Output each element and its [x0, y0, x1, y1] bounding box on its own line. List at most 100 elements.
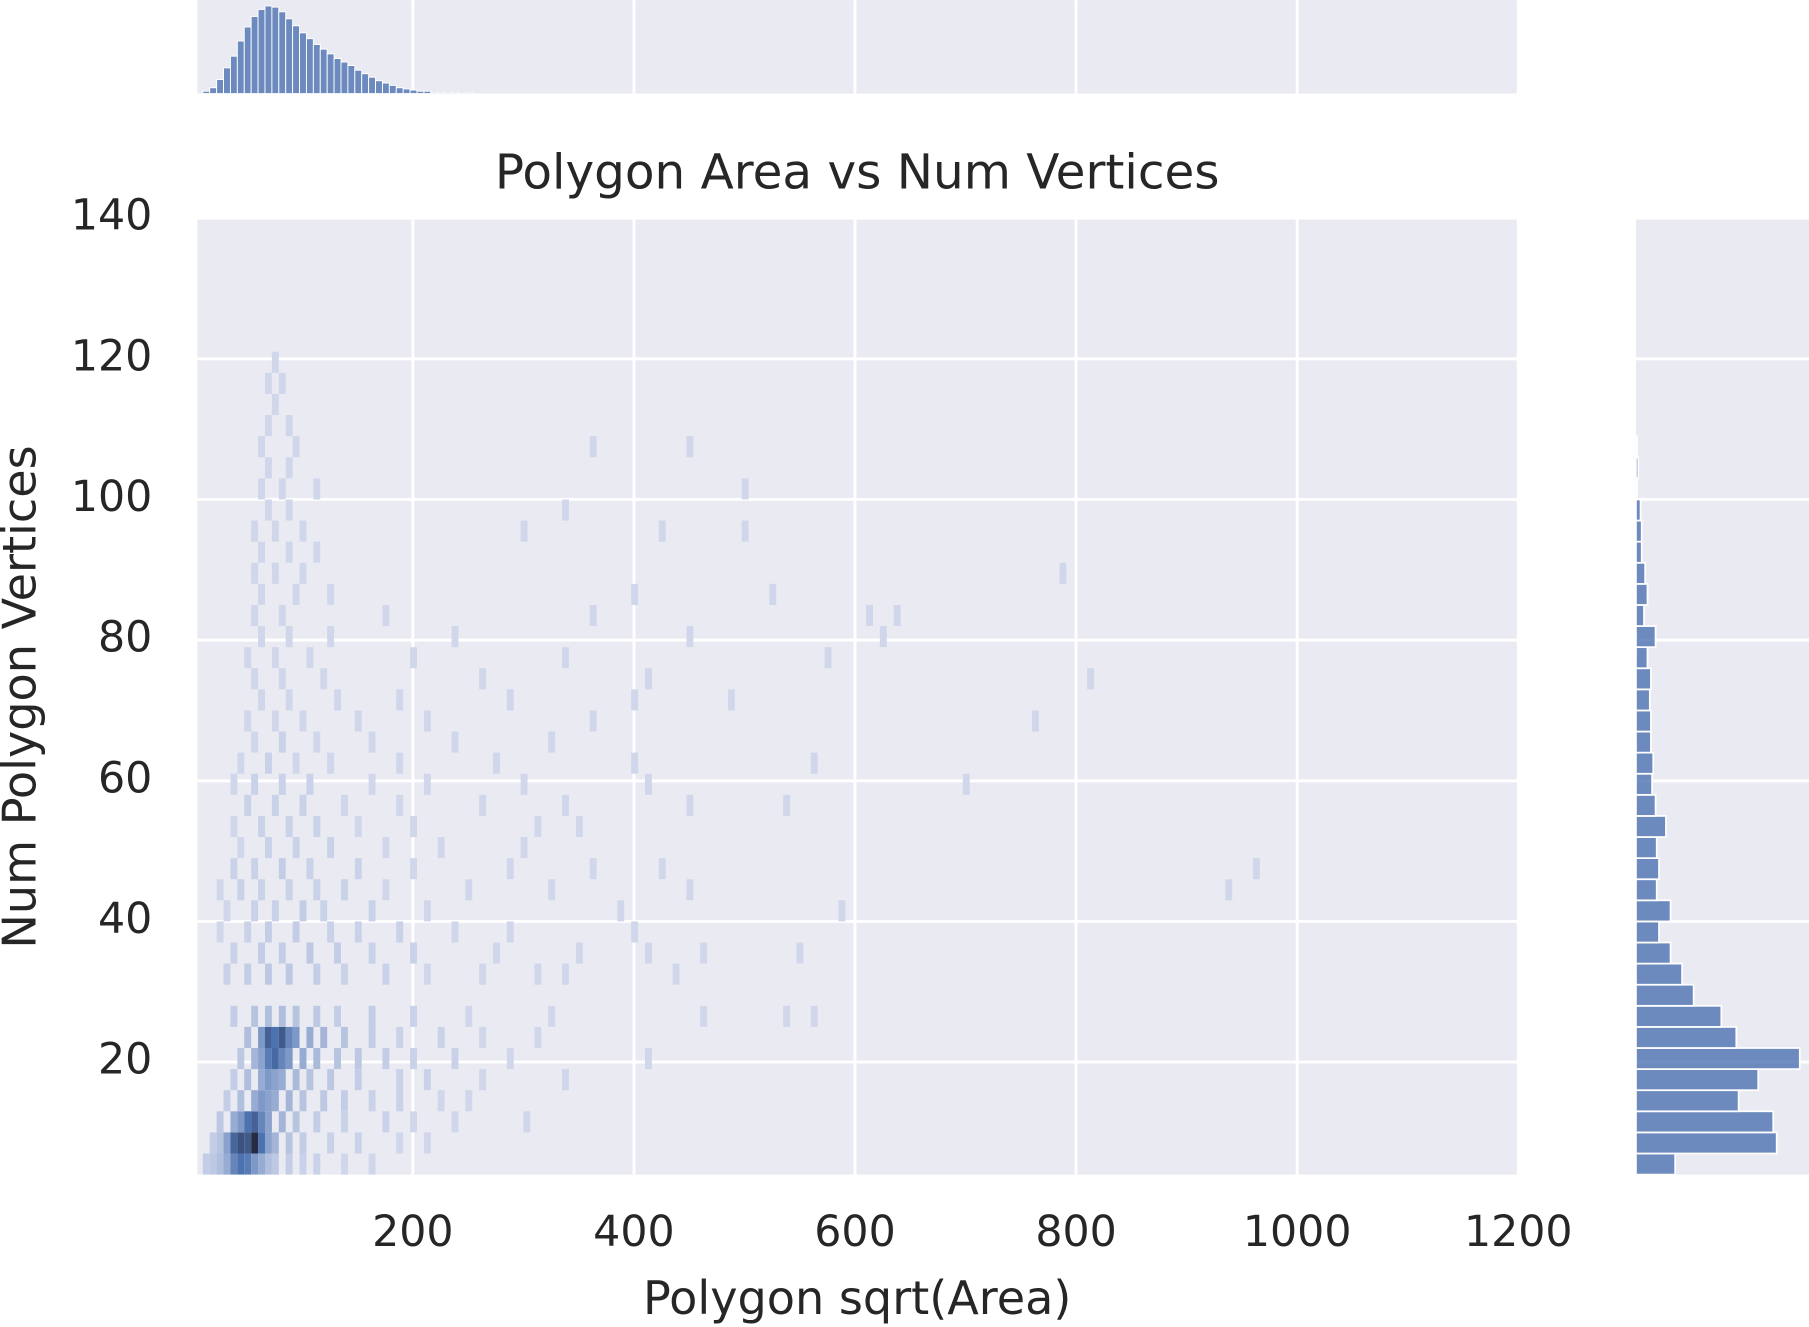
heat-cell — [354, 815, 362, 838]
heat-cell — [251, 520, 259, 542]
heat-cell — [631, 583, 639, 605]
heat-cell — [285, 879, 293, 901]
heat-cell — [251, 773, 259, 795]
heat-cell — [769, 583, 777, 605]
top-hist-bar — [430, 91, 439, 95]
heat-cell — [299, 900, 307, 922]
top-hist-bar — [209, 87, 218, 95]
heat-cell — [479, 794, 487, 816]
heat-cell — [271, 351, 279, 373]
heat-cell — [396, 1069, 404, 1091]
heat-cell — [299, 1048, 307, 1070]
heat-cell — [271, 393, 279, 416]
x-tick-label: 1000 — [1243, 1207, 1352, 1257]
y-tick-label: 80 — [98, 613, 152, 663]
heat-cell — [244, 1111, 252, 1133]
heat-cell — [672, 963, 680, 985]
heat-cell — [354, 1132, 362, 1154]
top-hist-bar — [319, 48, 328, 95]
heat-cell — [271, 794, 279, 816]
heat-cell — [382, 879, 390, 901]
heat-cell — [306, 942, 314, 964]
heat-cell — [292, 1069, 300, 1091]
heat-cell — [237, 1090, 245, 1112]
heat-cell — [292, 752, 300, 774]
heat-cell — [285, 689, 293, 711]
top-hist-bar — [402, 88, 411, 95]
heat-cell — [216, 921, 224, 943]
right-hist-bar — [1635, 540, 1643, 564]
heat-cell — [589, 710, 597, 732]
heat-cell — [410, 1048, 417, 1070]
top-hist-bar — [264, 5, 273, 95]
heat-cell — [340, 794, 348, 816]
heat-cell — [396, 1132, 404, 1154]
heat-cell — [334, 1048, 341, 1070]
heat-cell — [306, 647, 314, 669]
heat-cell — [292, 1111, 300, 1133]
heat-cell — [299, 1090, 307, 1112]
heat-cell — [520, 837, 528, 859]
heat-cell — [320, 1026, 328, 1049]
heat-cell — [264, 457, 272, 479]
top-hist-bar — [243, 26, 252, 95]
heat-cell — [534, 815, 542, 838]
heat-cell — [368, 1090, 376, 1112]
heat-cell — [258, 815, 265, 838]
x-tick-label: 400 — [593, 1207, 674, 1257]
heat-cell — [271, 647, 279, 669]
heat-cell — [327, 837, 335, 859]
heat-cell — [451, 731, 459, 753]
heat-cell — [893, 604, 901, 627]
heat-cell — [271, 1069, 279, 1091]
heat-cell — [264, 1048, 272, 1070]
top-hist-bar — [375, 80, 383, 95]
heat-cell — [589, 436, 597, 458]
heat-cell — [244, 921, 252, 943]
heat-cell — [278, 858, 286, 880]
heat-cell — [644, 668, 652, 690]
heat-cell — [340, 1111, 348, 1133]
heat-cell — [271, 1048, 279, 1070]
top-hist-bar — [437, 91, 446, 95]
top-hist-bar — [326, 53, 335, 95]
heat-cell — [299, 1153, 307, 1175]
heat-cell — [465, 1005, 473, 1027]
heat-cell — [506, 858, 514, 880]
heat-cell — [313, 1153, 321, 1175]
y-tick-label: 100 — [71, 472, 152, 522]
heat-cell — [410, 942, 417, 964]
heat-cell — [237, 837, 245, 859]
heat-cell — [271, 1026, 279, 1049]
heat-cell — [278, 1111, 286, 1133]
heat-cell — [237, 879, 245, 901]
heat-cell — [244, 963, 252, 985]
heat-cell — [264, 415, 272, 437]
right-hist-bar — [1635, 582, 1649, 606]
top-hist-bar — [395, 87, 404, 95]
heat-cell — [1252, 858, 1260, 880]
heat-cell — [258, 1111, 265, 1133]
heat-cell — [368, 1026, 376, 1049]
heat-cell — [230, 773, 238, 795]
heat-cell — [368, 773, 376, 795]
top-hist-bar — [361, 73, 370, 95]
heat-cell — [396, 794, 404, 816]
right-hist-bar — [1635, 1047, 1801, 1070]
heat-cell — [278, 1048, 286, 1070]
heat-cell — [741, 478, 749, 500]
heat-cell — [271, 562, 279, 584]
heat-cell — [354, 1069, 362, 1091]
heat-cell — [264, 1069, 272, 1091]
heat-cell — [824, 647, 832, 669]
heat-cell — [879, 626, 887, 648]
top-hist-bar — [444, 91, 452, 95]
top-hist-bar — [381, 82, 390, 95]
heat-cell — [534, 963, 542, 985]
heat-cell — [423, 1069, 431, 1091]
heat-cell — [340, 963, 348, 985]
heat-cell — [686, 436, 694, 458]
heat-cell — [258, 1069, 265, 1091]
heat-cell — [292, 1026, 300, 1049]
